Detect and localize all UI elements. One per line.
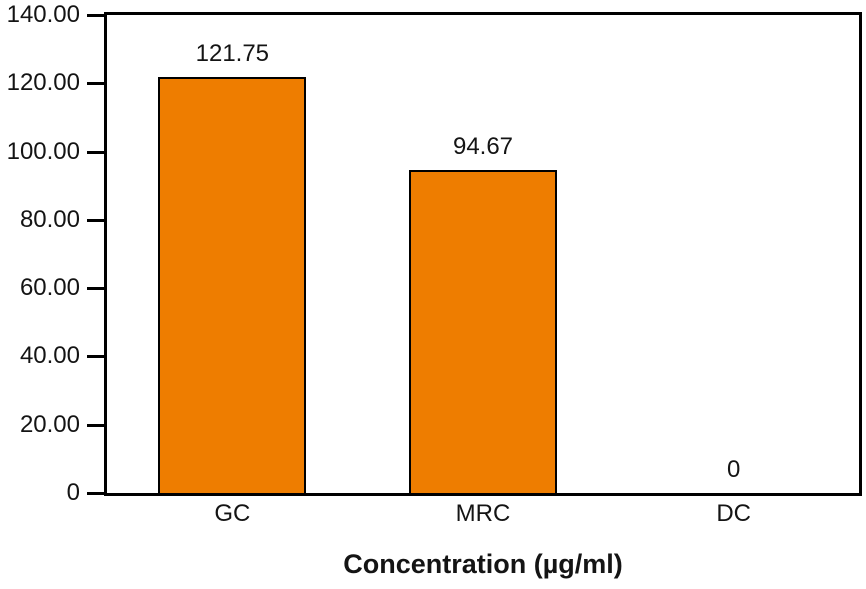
bar-value-label-mrc: 94.67 [452, 133, 514, 160]
y-axis-tick-label: 40.00 [19, 342, 80, 370]
x-axis-category-label-gc: GC [214, 500, 251, 527]
y-axis-tick [87, 424, 104, 427]
y-axis-tick [87, 287, 104, 290]
y-axis-tick [87, 355, 104, 358]
bar-value-label-gc: 121.75 [195, 40, 270, 67]
bar-mrc [409, 170, 557, 493]
bar-value-label-dc: 0 [726, 456, 741, 483]
x-axis-title: Concentration (µg/ml) [343, 549, 623, 579]
y-axis-tick-label: 120.00 [6, 69, 80, 97]
y-axis-tick-label: 0 [66, 479, 80, 506]
y-axis-tick-label: 100.00 [6, 137, 80, 165]
y-axis-tick-label: 80.00 [19, 205, 80, 233]
y-axis-tick-label: 20.00 [19, 410, 80, 438]
y-axis-tick [87, 492, 104, 495]
y-axis-tick [87, 151, 104, 154]
y-axis-tick [87, 219, 104, 222]
y-axis-tick-label: 140.00 [6, 1, 80, 28]
bar-gc [158, 77, 306, 493]
y-axis-tick [87, 82, 104, 85]
y-axis-tick-label: 60.00 [19, 274, 80, 302]
y-axis-tick [87, 14, 104, 17]
x-axis-category-label-mrc: MRC [455, 500, 511, 527]
x-axis-category-label-dc: DC [716, 500, 751, 527]
plot-area: 121.75 94.67 0 [87, 12, 862, 496]
